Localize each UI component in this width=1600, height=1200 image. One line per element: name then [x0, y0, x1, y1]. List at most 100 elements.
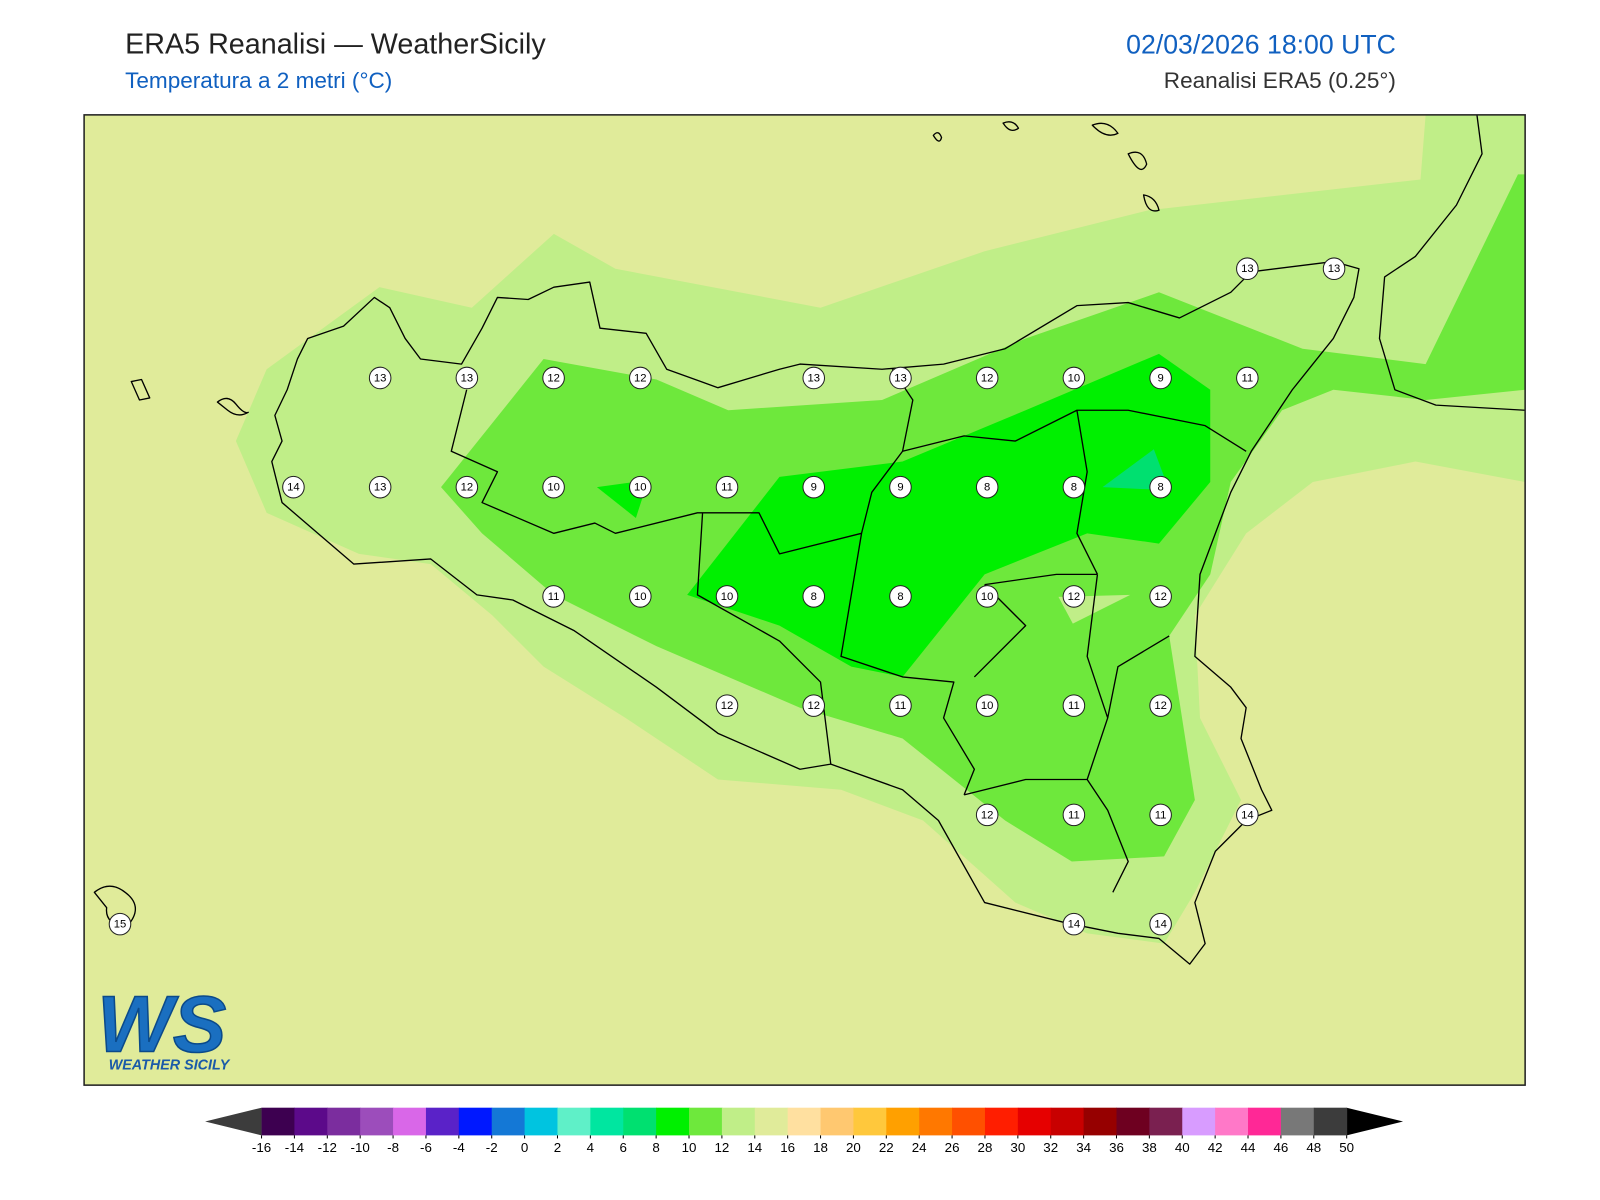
colorbar-tick-label: 48	[1306, 1140, 1321, 1155]
station-value: 13	[374, 372, 387, 384]
station-marker	[715, 475, 739, 499]
colorbar-tick-label: 10	[682, 1140, 697, 1155]
station-marker	[455, 475, 479, 499]
colorbar-bin	[787, 1107, 822, 1136]
island	[93, 121, 1160, 929]
station-marker	[1236, 366, 1259, 390]
station-value: 8	[897, 591, 903, 603]
station-value: 13	[807, 372, 820, 384]
colorbar-bin	[590, 1107, 624, 1136]
station-marker	[1062, 694, 1086, 717]
colorbar-tick-label: -8	[387, 1140, 399, 1155]
station-value: 8	[811, 591, 817, 603]
colorbar-tick-label: 6	[620, 1140, 627, 1155]
colorbar-bin	[886, 1107, 920, 1136]
colorbar-bin	[919, 1107, 953, 1136]
colorbar-bin	[656, 1107, 690, 1136]
colorbar-bin	[1215, 1107, 1249, 1136]
colorbar-under	[205, 1107, 262, 1136]
colorbar-over	[1346, 1107, 1404, 1136]
colorbar-tick-label: -10	[351, 1140, 370, 1155]
colorbar-bin	[1050, 1107, 1085, 1136]
colorbar-tick-label: 30	[1010, 1140, 1025, 1155]
station-marker	[1322, 257, 1346, 280]
station-value: 12	[547, 372, 560, 384]
logo: WS WEATHER SICILY	[97, 979, 231, 1074]
colorbar-bin	[754, 1107, 789, 1136]
colorbar-bin	[1116, 1107, 1150, 1136]
station-value: 12	[1154, 591, 1167, 603]
province-border	[450, 368, 1247, 893]
colorbar-bin	[1149, 1107, 1183, 1136]
station-marker	[1236, 257, 1259, 280]
colorbar-tick-label: 34	[1076, 1140, 1091, 1155]
station-value: 10	[547, 482, 560, 494]
logo-mark: WS	[97, 979, 226, 1068]
station-value: 10	[721, 591, 734, 603]
station-value: 11	[895, 700, 907, 712]
colorbar-bin	[425, 1107, 460, 1136]
map	[84, 114, 1526, 1086]
station-marker	[1062, 475, 1086, 499]
colorbar-tick-label: 36	[1109, 1140, 1124, 1155]
station-value: 12	[981, 809, 994, 821]
colorbar-bin	[491, 1107, 526, 1136]
colorbar-bin	[721, 1107, 756, 1136]
station-value: 13	[1328, 263, 1341, 275]
station-marker	[715, 694, 739, 717]
colorbar-tick-label: -4	[453, 1140, 465, 1155]
colorbar-tick-label: 18	[813, 1140, 828, 1155]
station-value: 10	[981, 700, 994, 712]
colorbar-tick-label: 12	[714, 1140, 729, 1155]
colorbar-bin	[393, 1107, 427, 1136]
station-value: 12	[634, 372, 647, 384]
colorbar-bin	[1280, 1107, 1315, 1136]
source: Reanalisi ERA5 (0.25°)	[1164, 68, 1396, 93]
station-marker	[1236, 803, 1259, 827]
station-marker	[1062, 585, 1086, 608]
station-value: 13	[894, 372, 907, 384]
station-marker	[889, 475, 912, 499]
colorbar-bin	[294, 1107, 328, 1136]
logo-name: WEATHER SICILY	[109, 1058, 231, 1074]
map-frame	[83, 114, 1526, 1086]
subtitle: Temperatura a 2 metri (°C)	[125, 68, 392, 93]
station-marker	[629, 585, 652, 608]
station-value: 10	[634, 591, 647, 603]
station-value: 12	[721, 700, 734, 712]
colorbar-tick-label: 16	[780, 1140, 795, 1155]
coastline	[1378, 114, 1526, 411]
colorbar-tick-label: -12	[318, 1140, 337, 1155]
colorbar-tick-label: -16	[252, 1140, 271, 1155]
colorbar-bin	[261, 1107, 295, 1136]
station-value: 9	[897, 482, 903, 494]
station-marker	[975, 694, 999, 717]
station-value: 13	[374, 482, 387, 494]
station-marker	[1062, 912, 1086, 936]
colorbar-bin	[360, 1107, 394, 1136]
colorbar-tick-label: 38	[1142, 1140, 1157, 1155]
station-marker	[1149, 694, 1172, 717]
station-value: 11	[1068, 700, 1080, 712]
colorbar-bin	[557, 1107, 591, 1136]
colorbar-tick-label: 42	[1208, 1140, 1223, 1155]
station-marker	[802, 366, 826, 390]
colorbar-bin	[1083, 1107, 1118, 1136]
station-value: 14	[1241, 809, 1254, 821]
colorbar-bin	[1182, 1107, 1216, 1136]
colorbar-bin	[623, 1107, 657, 1136]
station-layer: 13 13 13 13 12 12 13 13 12 10 9 11 14 13 12 10 10 11 9 9 8 8 8…	[108, 257, 1346, 936]
station-value: 8	[1071, 482, 1077, 494]
station-marker	[455, 366, 479, 390]
station-marker	[1149, 912, 1172, 936]
station-value: 10	[1068, 372, 1081, 384]
station-marker	[975, 475, 999, 499]
colorbar-tick-label: 8	[652, 1140, 659, 1155]
station-value: 12	[807, 700, 820, 712]
station-value: 13	[1241, 263, 1254, 275]
station-value: 10	[981, 591, 994, 603]
station-marker	[802, 475, 826, 499]
station-value: 9	[1157, 372, 1163, 384]
colorbar-bin	[1017, 1107, 1052, 1136]
